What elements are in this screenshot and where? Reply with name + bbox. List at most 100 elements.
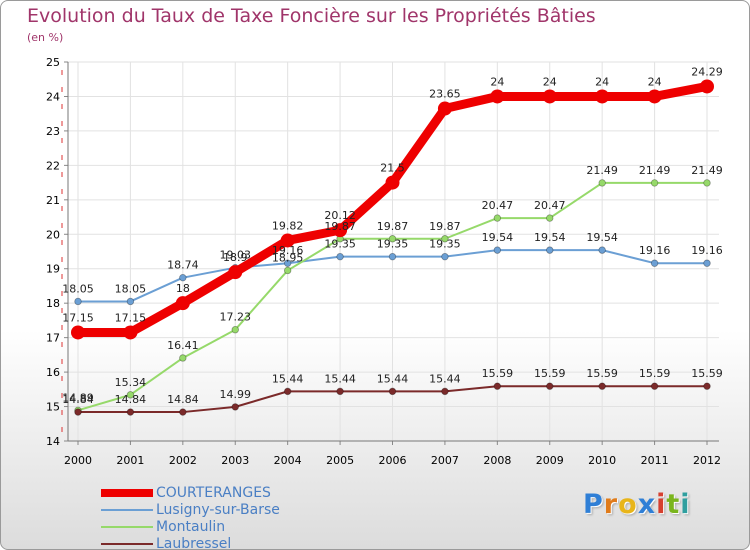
y-tick-label: 23	[46, 125, 60, 138]
legend-swatch	[101, 543, 153, 545]
data-point	[336, 387, 344, 396]
data-point	[179, 354, 187, 362]
data-label: 19.87	[377, 220, 409, 233]
data-label: 19.35	[324, 238, 356, 251]
y-tick-label: 21	[46, 194, 60, 207]
data-label: 19.35	[429, 238, 461, 251]
data-point	[336, 252, 344, 261]
data-label: 15.59	[482, 367, 514, 380]
data-label: 18.95	[272, 251, 304, 264]
data-point	[546, 246, 554, 254]
data-point	[388, 235, 397, 243]
y-axis-unit: (en %)	[27, 31, 64, 44]
data-point	[441, 235, 449, 243]
data-label: 15.59	[639, 367, 671, 380]
data-label: 19.54	[534, 231, 566, 244]
data-point	[700, 79, 714, 94]
data-point	[126, 297, 135, 306]
data-point	[598, 382, 606, 390]
data-label: 18.05	[115, 282, 147, 295]
logo-letter: i	[656, 489, 667, 520]
data-point	[546, 214, 554, 222]
data-label: 14.84	[167, 393, 199, 406]
logo-letter: t	[666, 489, 681, 520]
data-point	[650, 259, 659, 267]
data-point	[179, 408, 187, 416]
data-point	[228, 265, 243, 280]
data-label: 19.82	[272, 219, 304, 232]
data-point	[175, 296, 190, 311]
data-label: 17.23	[220, 311, 252, 324]
data-point	[231, 403, 239, 411]
x-tick-label: 2005	[326, 454, 354, 467]
data-label: 15.44	[324, 372, 356, 385]
legend-swatch	[101, 489, 153, 497]
data-point	[126, 408, 135, 416]
data-label: 15.59	[534, 367, 566, 380]
data-point	[493, 214, 502, 222]
data-label: 21.5	[380, 162, 405, 175]
data-label: 14.89	[62, 391, 94, 404]
data-label: 24.29	[691, 65, 723, 78]
data-label: 15.59	[691, 367, 723, 380]
series-lines	[71, 79, 714, 416]
data-label: 18.9	[223, 251, 248, 264]
legend-label: Lusigny-sur-Barse	[156, 502, 280, 518]
logo-letter: P	[583, 489, 604, 520]
x-tick-label: 2011	[641, 454, 669, 467]
data-label: 15.44	[377, 372, 409, 385]
data-point	[703, 259, 711, 267]
line-chart: 14 15 16 17 18 19 20 21 22 23 24 25 2000 2001 2002 2003…	[46, 56, 723, 467]
data-label: 18.05	[62, 282, 94, 295]
logo-letter: i	[680, 489, 691, 520]
data-label: 19.16	[639, 244, 671, 257]
data-point	[598, 246, 606, 254]
data-label: 20.47	[482, 199, 514, 212]
data-label: 16.41	[167, 339, 199, 352]
data-label: 19.16	[691, 244, 723, 257]
logo-letter: x	[637, 489, 657, 520]
data-point	[126, 391, 135, 399]
legend-label: Montaulin	[156, 519, 226, 535]
data-point	[437, 101, 452, 116]
data-label: 18.74	[167, 259, 199, 272]
data-label: 23.65	[429, 88, 461, 101]
data-label: 14.84	[115, 393, 147, 406]
data-point	[280, 233, 295, 248]
data-point	[283, 266, 292, 275]
data-point	[283, 387, 292, 396]
data-point	[231, 326, 239, 334]
y-tick-label: 24	[46, 90, 60, 103]
data-point	[650, 179, 659, 187]
x-tick-label: 2000	[64, 454, 92, 467]
data-label: 20.47	[534, 199, 566, 212]
data-label: 19.03	[220, 249, 252, 262]
series-laubressel	[74, 382, 711, 416]
data-point	[546, 382, 554, 390]
y-tick-label: 18	[46, 297, 60, 310]
axes: 14 15 16 17 18 19 20 21 22 23 24 25 2000 2001 2002 2003…	[46, 56, 721, 467]
data-point	[542, 89, 557, 104]
data-label: 17.15	[62, 311, 94, 324]
data-point	[441, 387, 449, 396]
data-label: 15.34	[115, 376, 147, 389]
data-label: 20.12	[324, 209, 356, 222]
data-label: 24	[648, 75, 662, 88]
x-tick-label: 2007	[431, 454, 459, 467]
data-label: 17.15	[115, 311, 147, 324]
data-label: 21.49	[691, 164, 723, 177]
data-label: 15.44	[429, 372, 461, 385]
data-label: 24	[490, 75, 504, 88]
x-tick-label: 2002	[169, 454, 197, 467]
data-label: 14.99	[220, 388, 252, 401]
y-tick-label: 17	[46, 332, 60, 345]
data-point	[703, 382, 711, 390]
data-point	[74, 408, 82, 416]
legend-label: COURTERANGES	[156, 485, 271, 501]
x-tick-label: 2009	[536, 454, 564, 467]
data-label: 21.49	[639, 164, 671, 177]
data-label: 18	[176, 282, 190, 295]
y-tick-label: 22	[46, 159, 60, 172]
data-point	[388, 387, 397, 396]
